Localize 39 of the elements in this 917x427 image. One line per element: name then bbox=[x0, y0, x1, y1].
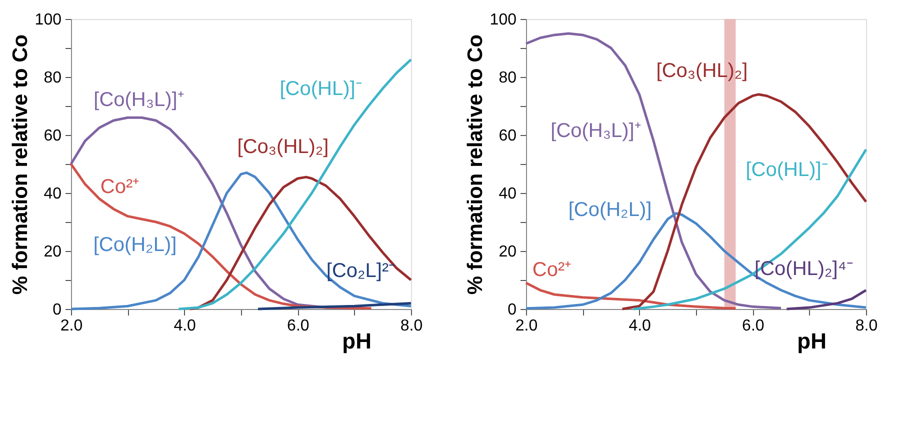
y-axis-title: % formation relative to Co bbox=[464, 34, 487, 295]
y-tick-label: 80 bbox=[498, 70, 517, 86]
x-tick-label: 6.0 bbox=[742, 318, 764, 334]
line-series bbox=[785, 288, 868, 310]
x-tick-label: 8.0 bbox=[855, 318, 878, 334]
series-label: [Co(H₂L)] bbox=[93, 234, 177, 256]
x-tick-label: 8.0 bbox=[400, 318, 423, 334]
series-label: [Co(H₃L)]⁺ bbox=[550, 120, 642, 142]
x-tick-label: 2.0 bbox=[515, 318, 538, 334]
series-label: [Co(HL)]⁻ bbox=[746, 159, 828, 181]
y-tick-label: 100 bbox=[34, 12, 62, 28]
y-tick-label: 60 bbox=[498, 128, 517, 144]
series-label: [Co(H₂L)] bbox=[568, 199, 652, 221]
y-tick-label: 0 bbox=[508, 302, 517, 318]
y-tick-label: 40 bbox=[498, 186, 517, 202]
line-series bbox=[524, 282, 737, 310]
series-label: [Co(HL)₂]⁴⁻ bbox=[754, 258, 854, 280]
line-series bbox=[188, 176, 412, 310]
y-tick-label: 60 bbox=[44, 128, 62, 144]
y-tick-label: 20 bbox=[498, 244, 517, 260]
series-label: [Co(H₃L)]⁺ bbox=[94, 89, 184, 111]
series-label: [Co₃(HL)₂] bbox=[656, 60, 748, 82]
x-tick-label: 4.0 bbox=[628, 318, 652, 334]
series-label: Co²⁺ bbox=[532, 259, 572, 281]
x-tick-label: 2.0 bbox=[60, 318, 83, 334]
y-tick-label: 80 bbox=[44, 70, 62, 86]
x-axis-title: pH bbox=[342, 328, 372, 354]
y-tick-label: 100 bbox=[490, 12, 517, 28]
x-tick-label: 4.0 bbox=[174, 318, 196, 334]
series-label: [Co₃(HL)₂] bbox=[237, 136, 329, 158]
x-axis-title: pH bbox=[797, 328, 826, 354]
series-label: [Co₂L]²⁻ bbox=[326, 260, 396, 282]
y-tick-label: 40 bbox=[44, 186, 62, 202]
y-tick-label: 20 bbox=[44, 244, 62, 260]
series-label: [Co(HL)]⁻ bbox=[280, 78, 362, 100]
x-tick-label: 6.0 bbox=[287, 318, 310, 334]
series-label: Co²⁺ bbox=[100, 176, 140, 198]
y-axis-title: % formation relative to Co bbox=[8, 34, 32, 295]
y-tick-label: 0 bbox=[52, 302, 62, 318]
